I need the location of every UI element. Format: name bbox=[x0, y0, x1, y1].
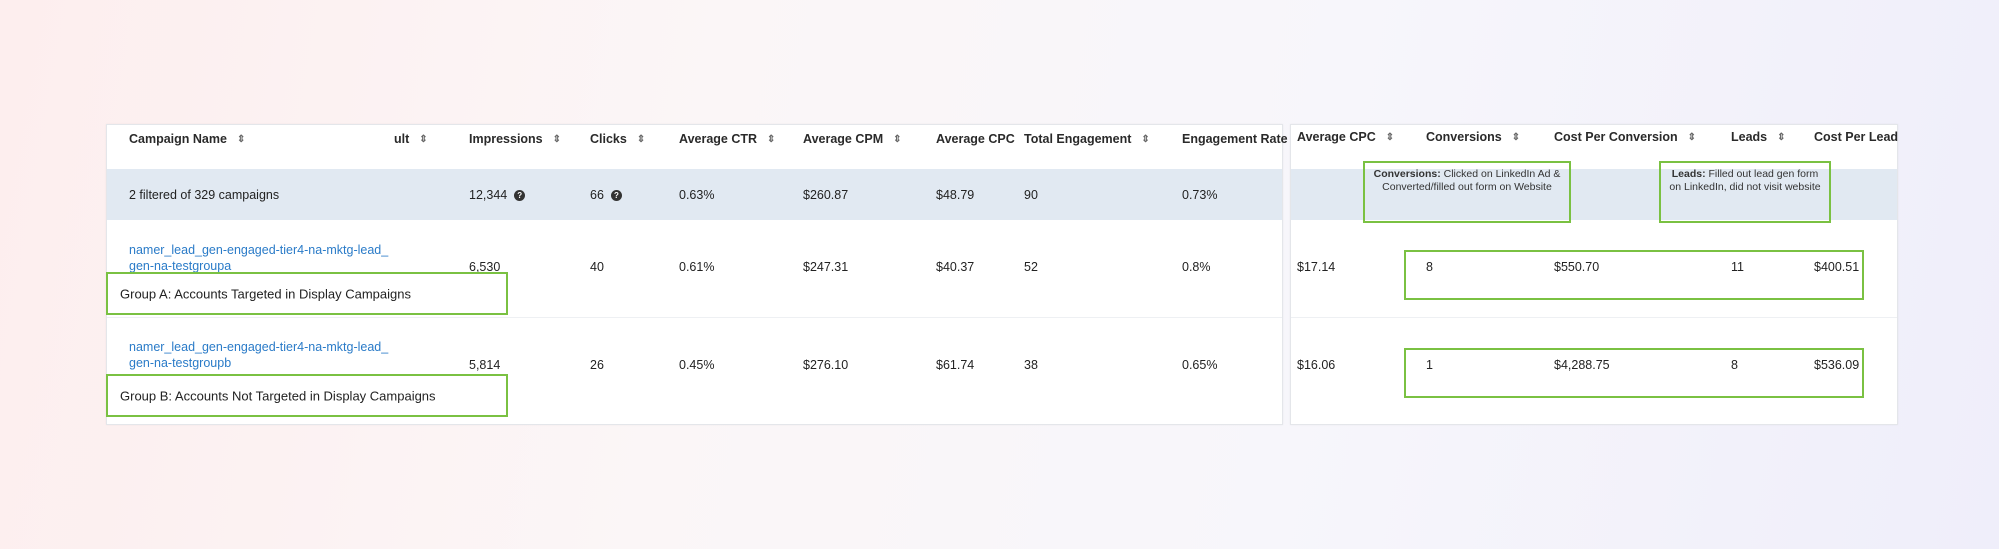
summary-clicks: 66? bbox=[590, 187, 622, 203]
summary-ctr: 0.63% bbox=[679, 188, 715, 202]
row-a-clicks: 40 bbox=[590, 260, 604, 274]
sort-icon[interactable]: ⇕ bbox=[236, 133, 246, 145]
row-a-engagement-rate: 0.8% bbox=[1182, 260, 1211, 274]
row-b-engagement-rate: 0.65% bbox=[1182, 358, 1218, 372]
row-b-clicks: 26 bbox=[590, 358, 604, 372]
header-label: Engagement Rate bbox=[1182, 132, 1288, 146]
header-label: Average CPC bbox=[936, 132, 1015, 146]
row-a-conversions: 8 bbox=[1426, 260, 1433, 274]
sort-icon[interactable]: ⇕ bbox=[552, 133, 562, 145]
header-label: Cost Per Conversion bbox=[1554, 130, 1678, 144]
help-icon[interactable]: ? bbox=[610, 190, 622, 202]
header-total-engagement[interactable]: Total Engagement ⇕ bbox=[1024, 131, 1150, 148]
row-b-cpc: $16.06 bbox=[1297, 358, 1336, 372]
row-a-ctr: 0.61% bbox=[679, 260, 715, 274]
header-label: Clicks bbox=[590, 132, 627, 146]
header-label: Average CPC bbox=[1297, 130, 1376, 144]
header-label: Leads bbox=[1731, 130, 1768, 144]
header-engagement-rate[interactable]: Engagement Rate bbox=[1182, 131, 1288, 147]
sort-icon[interactable]: ⇕ bbox=[1777, 131, 1786, 143]
header-result[interactable]: ult ⇕ bbox=[394, 131, 428, 148]
header-label: Campaign Name bbox=[129, 132, 227, 146]
campaign-table-right: Average CPC ⇕ Conversions ⇕ Cost Per Conve… bbox=[1290, 124, 1898, 425]
header-average-ctr[interactable]: Average CTR ⇕ bbox=[679, 131, 775, 148]
header-leads[interactable]: Leads ⇕ bbox=[1731, 129, 1786, 146]
sort-icon[interactable]: ⇕ bbox=[1687, 131, 1697, 143]
row-a-cpm: $247.31 bbox=[803, 260, 849, 274]
header-impressions[interactable]: Impressions ⇕ bbox=[469, 131, 561, 148]
row-a-impressions: 6,530 bbox=[469, 260, 501, 274]
value: 66 bbox=[590, 188, 604, 202]
sort-icon[interactable]: ⇕ bbox=[1141, 133, 1150, 145]
summary-label: 2 filtered of 329 campaigns bbox=[129, 188, 280, 202]
header-label: Conversions bbox=[1426, 130, 1502, 144]
sort-icon[interactable]: ⇕ bbox=[636, 133, 646, 145]
campaign-link-a[interactable]: namer_lead_gen-engaged-tier4-na-mktg-lea… bbox=[129, 242, 388, 274]
campaign-name-line[interactable]: gen-na-testgroupa bbox=[129, 259, 232, 273]
group-a-label: Group A: Accounts Targeted in Display Ca… bbox=[120, 286, 411, 301]
row-b-cost-per-conversion: $4,288.75 bbox=[1554, 358, 1610, 372]
campaign-link-b[interactable]: namer_lead_gen-engaged-tier4-na-mktg-lea… bbox=[129, 339, 388, 371]
header-label: Total Engagement bbox=[1024, 132, 1132, 146]
sort-icon[interactable]: ⇕ bbox=[893, 133, 902, 145]
header-average-cpc[interactable]: Average CPC ⇕ bbox=[1297, 129, 1394, 146]
row-b-ctr: 0.45% bbox=[679, 358, 715, 372]
note-term: Leads: bbox=[1671, 168, 1706, 180]
row-b-cpc: $61.74 bbox=[936, 358, 975, 372]
row-b-impressions: 5,814 bbox=[469, 358, 501, 372]
header-clicks[interactable]: Clicks ⇕ bbox=[590, 131, 645, 148]
campaign-name-line[interactable]: gen-na-testgroupb bbox=[129, 356, 232, 370]
note-term: Conversions: bbox=[1373, 168, 1441, 180]
note-text: Filled out lead gen form on LinkedIn, di… bbox=[1669, 168, 1821, 193]
sort-icon[interactable]: ⇕ bbox=[1511, 131, 1521, 143]
summary-row bbox=[1291, 169, 1897, 220]
row-a-highlight bbox=[1404, 250, 1864, 300]
note-text: Clicked on LinkedIn Ad & Converted/fille… bbox=[1382, 168, 1561, 193]
header-average-cpc[interactable]: Average CPC bbox=[936, 131, 1015, 147]
row-a-cpc: $17.14 bbox=[1297, 260, 1336, 274]
header-label: Average CTR bbox=[679, 132, 758, 146]
conversions-note: Conversions: Clicked on LinkedIn Ad & Co… bbox=[1363, 161, 1571, 223]
summary-row bbox=[107, 169, 1282, 220]
summary-cpc: $48.79 bbox=[936, 188, 975, 202]
row-b-cost-per-lead: $536.09 bbox=[1814, 358, 1860, 372]
row-b-leads: 8 bbox=[1731, 358, 1738, 372]
row-b-conversions: 1 bbox=[1426, 358, 1433, 372]
leads-note: Leads: Filled out lead gen form on Linke… bbox=[1659, 161, 1831, 223]
group-b-callout: Group B: Accounts Not Targeted in Displa… bbox=[106, 374, 508, 417]
campaign-name-line[interactable]: namer_lead_gen-engaged-tier4-na-mktg-lea… bbox=[129, 243, 389, 257]
row-a-engagement: 52 bbox=[1024, 260, 1038, 274]
group-a-callout: Group A: Accounts Targeted in Display Ca… bbox=[106, 272, 508, 315]
row-a-cost-per-lead: $400.51 bbox=[1814, 260, 1860, 274]
header-cost-per-conversion[interactable]: Cost Per Conversion ⇕ bbox=[1554, 129, 1696, 146]
sort-icon[interactable]: ⇕ bbox=[767, 133, 776, 145]
header-label: ult bbox=[394, 132, 410, 146]
row-a-cost-per-conversion: $550.70 bbox=[1554, 260, 1600, 274]
row-b-cpm: $276.10 bbox=[803, 358, 849, 372]
header-label: Impressions bbox=[469, 132, 543, 146]
sort-icon[interactable]: ⇕ bbox=[419, 133, 428, 145]
row-a-cpc: $40.37 bbox=[936, 260, 975, 274]
row-a-leads: 11 bbox=[1731, 260, 1744, 274]
header-average-cpm[interactable]: Average CPM ⇕ bbox=[803, 131, 902, 148]
row-b-highlight bbox=[1404, 348, 1864, 398]
header-conversions[interactable]: Conversions ⇕ bbox=[1426, 129, 1520, 146]
campaign-name-line[interactable]: namer_lead_gen-engaged-tier4-na-mktg-lea… bbox=[129, 340, 389, 354]
group-b-label: Group B: Accounts Not Targeted in Displa… bbox=[120, 388, 436, 403]
value: 12,344 bbox=[469, 188, 508, 202]
sort-icon[interactable]: ⇕ bbox=[1385, 131, 1395, 143]
summary-engagement: 90 bbox=[1024, 188, 1038, 202]
summary-impressions: 12,344? bbox=[469, 187, 526, 203]
header-campaign-name[interactable]: Campaign Name ⇕ bbox=[129, 131, 245, 148]
row-divider bbox=[107, 317, 1282, 318]
header-cost-per-lead[interactable]: Cost Per Lead bbox=[1814, 129, 1898, 145]
summary-cpm: $260.87 bbox=[803, 188, 849, 202]
row-divider bbox=[1291, 317, 1897, 318]
header-label: Average CPM bbox=[803, 132, 884, 146]
row-b-engagement: 38 bbox=[1024, 358, 1038, 372]
header-label: Cost Per Lead bbox=[1814, 130, 1899, 144]
summary-engagement-rate: 0.73% bbox=[1182, 188, 1218, 202]
help-icon[interactable]: ? bbox=[514, 190, 526, 202]
